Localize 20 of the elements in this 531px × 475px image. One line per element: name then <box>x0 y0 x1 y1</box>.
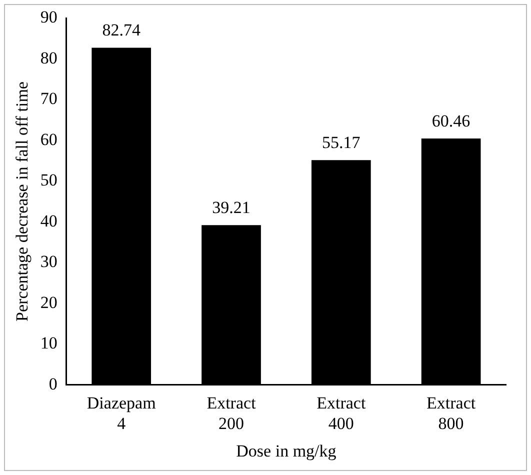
data-label: 39.21 <box>212 198 250 218</box>
y-axis-title: Percentage decrease in fall off time <box>12 82 32 322</box>
y-tick-label: 0 <box>48 374 58 394</box>
y-tick-label: 10 <box>40 334 58 353</box>
data-label: 60.46 <box>432 111 470 130</box>
y-tick-label: 80 <box>40 48 58 68</box>
y-tick-label: 50 <box>40 170 58 190</box>
x-tick-label: Extract 400 <box>316 393 366 433</box>
x-axis-title: Dose in mg/kg <box>236 441 337 460</box>
x-tick-label: Diazepam 4 <box>86 393 156 433</box>
y-tick-label: 40 <box>40 211 58 230</box>
y-tick-label: 90 <box>40 8 58 27</box>
data-label: 82.74 <box>102 20 141 40</box>
data-label: 55.17 <box>322 133 361 152</box>
y-tick-label: 70 <box>40 89 58 108</box>
y-tick-label: 30 <box>40 252 58 272</box>
x-tick-label: Extract 800 <box>426 393 476 433</box>
x-tick-label: Extract 200 <box>206 393 256 433</box>
y-tick-label: 60 <box>40 130 58 149</box>
y-tick-label: 20 <box>40 292 58 312</box>
